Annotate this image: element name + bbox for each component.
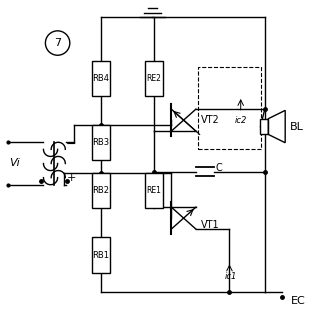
Text: VT2: VT2 <box>201 115 219 125</box>
Text: RB4: RB4 <box>92 74 110 83</box>
Text: BL: BL <box>290 122 304 131</box>
Text: RB2: RB2 <box>92 186 110 195</box>
Text: ic2: ic2 <box>235 116 247 125</box>
Bar <box>92 125 110 160</box>
Bar <box>92 61 110 96</box>
Bar <box>145 61 163 96</box>
Text: EC: EC <box>291 296 305 306</box>
Text: RE1: RE1 <box>146 186 161 195</box>
Text: RE2: RE2 <box>146 74 161 83</box>
Text: RB3: RB3 <box>92 138 110 147</box>
Text: VT1: VT1 <box>201 219 219 230</box>
Bar <box>198 67 260 149</box>
Text: 7: 7 <box>54 38 61 48</box>
Text: RB1: RB1 <box>92 250 110 260</box>
Bar <box>260 119 268 134</box>
Bar <box>92 173 110 209</box>
Text: C: C <box>215 163 222 173</box>
Bar <box>92 237 110 273</box>
Bar <box>145 173 163 209</box>
Text: ic1: ic1 <box>225 272 237 281</box>
Text: −: − <box>66 138 76 151</box>
Text: +: + <box>66 173 76 183</box>
Text: Vi: Vi <box>9 159 20 168</box>
